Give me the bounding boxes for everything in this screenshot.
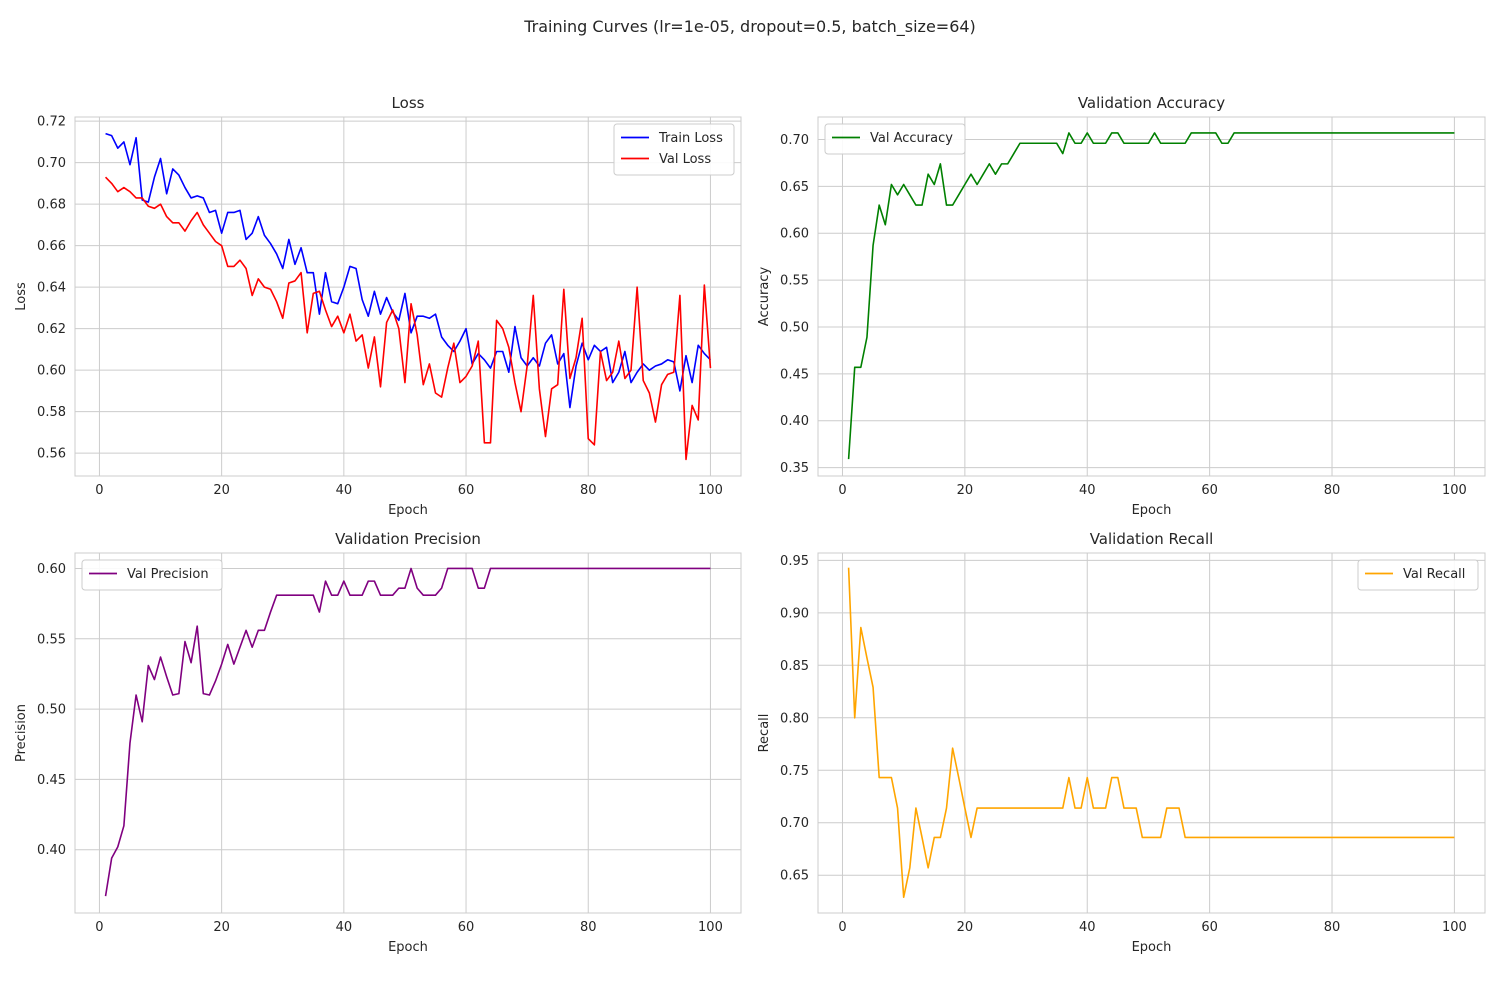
x-tick-label: 80 xyxy=(580,920,597,935)
y-tick-label: 0.64 xyxy=(37,281,66,296)
x-tick-label: 100 xyxy=(698,483,723,498)
legend-label: Val Loss xyxy=(659,152,711,167)
y-tick-label: 0.60 xyxy=(780,227,809,242)
x-axis-label: Epoch xyxy=(388,940,428,955)
chart-title: Validation Recall xyxy=(1090,530,1214,548)
y-tick-label: 0.50 xyxy=(37,703,66,718)
y-tick-label: 0.90 xyxy=(780,606,809,621)
legend-label: Val Recall xyxy=(1403,567,1465,582)
chart-panel-2: 0 20 40 60 80 100 0.35 0.40 0.45 0.50 0.55 0.60 0.65… xyxy=(757,94,1485,518)
y-tick-label: 0.58 xyxy=(37,405,66,420)
x-tick-label: 0 xyxy=(838,483,846,498)
legend: Val Recall xyxy=(1358,560,1478,590)
y-tick-label: 0.95 xyxy=(780,554,809,569)
y-tick-label: 0.60 xyxy=(37,364,66,379)
x-tick-label: 60 xyxy=(1201,483,1218,498)
y-tick-label: 0.70 xyxy=(780,816,809,831)
y-axis-label: Precision xyxy=(14,704,29,762)
legend-label: Val Precision xyxy=(127,567,209,582)
x-tick-label: 60 xyxy=(458,483,475,498)
y-tick-label: 0.60 xyxy=(37,562,66,577)
y-axis-label: Recall xyxy=(757,714,772,753)
y-tick-label: 0.35 xyxy=(780,461,809,476)
y-tick-label: 0.70 xyxy=(780,133,809,148)
y-tick-label: 0.85 xyxy=(780,659,809,674)
y-tick-label: 0.66 xyxy=(37,239,66,254)
y-tick-label: 0.75 xyxy=(780,764,809,779)
x-tick-label: 40 xyxy=(1079,920,1096,935)
x-tick-label: 80 xyxy=(580,483,597,498)
legend: Val Accuracy xyxy=(825,124,965,154)
x-tick-label: 40 xyxy=(336,483,353,498)
y-tick-label: 0.68 xyxy=(37,198,66,213)
y-tick-label: 0.65 xyxy=(780,869,809,884)
y-tick-label: 0.40 xyxy=(780,414,809,429)
x-tick-label: 20 xyxy=(213,483,230,498)
plot-area xyxy=(818,117,1485,476)
x-tick-label: 20 xyxy=(213,920,230,935)
y-axis-label: Accuracy xyxy=(757,267,772,327)
y-tick-label: 0.45 xyxy=(780,367,809,382)
x-tick-label: 20 xyxy=(957,920,974,935)
y-tick-label: 0.70 xyxy=(37,156,66,171)
x-tick-label: 0 xyxy=(95,920,103,935)
y-tick-label: 0.40 xyxy=(37,843,66,858)
y-tick-label: 0.72 xyxy=(37,115,66,130)
chart-title: Validation Precision xyxy=(335,530,481,548)
y-tick-label: 0.62 xyxy=(37,322,66,337)
chart-panel-4: 0 20 40 60 80 100 0.65 0.70 0.75 0.80 0.85 0.90 0.95… xyxy=(757,530,1485,955)
figure-title: Training Curves (lr=1e-05, dropout=0.5, … xyxy=(523,17,976,37)
y-axis-label: Loss xyxy=(14,282,29,311)
y-tick-label: 0.65 xyxy=(780,180,809,195)
x-tick-label: 100 xyxy=(1442,920,1467,935)
x-tick-label: 80 xyxy=(1324,920,1341,935)
x-axis-label: Epoch xyxy=(1132,503,1172,518)
x-tick-label: 100 xyxy=(698,920,723,935)
x-tick-label: 0 xyxy=(95,483,103,498)
x-tick-label: 40 xyxy=(1079,483,1096,498)
chart-panel-3: 0 20 40 60 80 100 0.40 0.45 0.50 0.55 0.60 Validati… xyxy=(14,530,741,955)
x-tick-label: 40 xyxy=(336,920,353,935)
x-tick-label: 100 xyxy=(1442,483,1467,498)
y-tick-label: 0.50 xyxy=(780,320,809,335)
chart-panel-1: 0 20 40 60 80 100 0.56 0.58 0.60 0.62 0.64 0.66 0.68… xyxy=(14,94,741,518)
chart-title: Loss xyxy=(392,94,425,112)
legend: Val Precision xyxy=(82,560,222,590)
x-tick-label: 0 xyxy=(838,920,846,935)
plot-area xyxy=(75,553,741,913)
y-tick-label: 0.55 xyxy=(780,274,809,289)
x-tick-label: 60 xyxy=(1201,920,1218,935)
x-axis-label: Epoch xyxy=(388,503,428,518)
x-tick-label: 20 xyxy=(957,483,974,498)
plot-area xyxy=(818,553,1485,913)
y-tick-label: 0.56 xyxy=(37,447,66,462)
x-tick-label: 60 xyxy=(458,920,475,935)
x-axis-label: Epoch xyxy=(1132,940,1172,955)
y-tick-label: 0.80 xyxy=(780,711,809,726)
chart-title: Validation Accuracy xyxy=(1078,94,1225,112)
x-tick-label: 80 xyxy=(1324,483,1341,498)
y-tick-label: 0.45 xyxy=(37,773,66,788)
legend-label: Train Loss xyxy=(658,131,723,146)
legend: Train Loss Val Loss xyxy=(614,124,734,175)
y-tick-label: 0.55 xyxy=(37,632,66,647)
legend-label: Val Accuracy xyxy=(870,131,953,146)
